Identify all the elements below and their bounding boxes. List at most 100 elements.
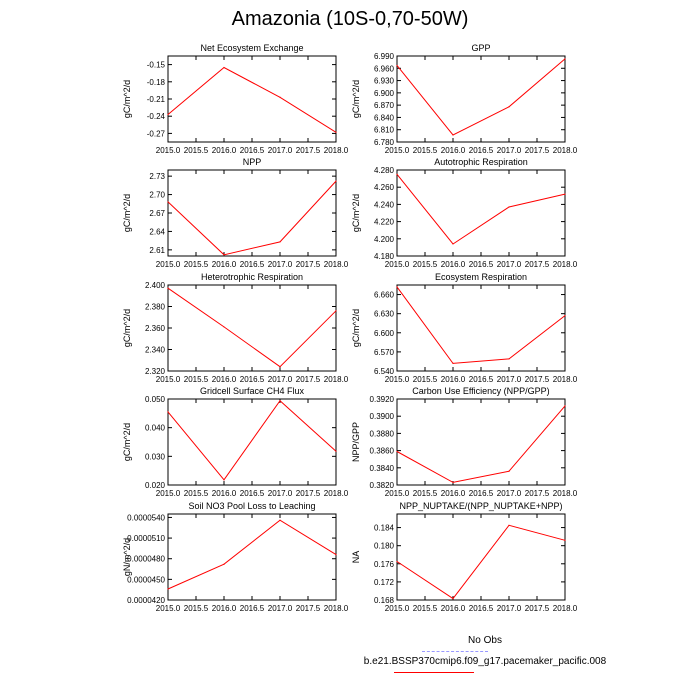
y-tick-label: 2.67 bbox=[149, 209, 165, 218]
x-tick-label: 2015.5 bbox=[184, 146, 209, 155]
y-tick-label: 4.180 bbox=[374, 252, 395, 261]
x-tick-label: 2017.5 bbox=[296, 375, 321, 384]
panel-title: Ecosystem Respiration bbox=[435, 272, 527, 282]
x-tick-label: 2018.0 bbox=[553, 260, 578, 269]
x-tick-label: 2015.0 bbox=[385, 260, 410, 269]
x-tick-label: 2015.0 bbox=[156, 604, 181, 613]
x-tick-label: 2018.0 bbox=[553, 375, 578, 384]
plot-frame bbox=[167, 284, 337, 372]
x-tick-label: 2015.5 bbox=[413, 146, 438, 155]
x-tick-label: 2017.5 bbox=[525, 604, 550, 613]
y-tick-label: 2.360 bbox=[145, 324, 166, 333]
data-point bbox=[564, 314, 566, 317]
y-tick-label: 0.0000420 bbox=[127, 596, 165, 605]
x-tick-label: 2015.5 bbox=[184, 260, 209, 269]
x-tick-label: 2018.0 bbox=[553, 489, 578, 498]
data-point bbox=[564, 58, 566, 60]
x-tick-label: 2016.5 bbox=[469, 260, 494, 269]
legend-line-run bbox=[394, 672, 474, 673]
y-tick-label: 0.0000450 bbox=[127, 575, 165, 584]
x-tick-label: 2017.5 bbox=[525, 260, 550, 269]
x-tick-label: 2015.0 bbox=[156, 375, 181, 384]
y-tick-label: 4.220 bbox=[374, 218, 395, 227]
x-tick-label: 2016.0 bbox=[212, 146, 237, 155]
x-tick-label: 2017.0 bbox=[268, 146, 293, 155]
y-axis-label: gC/m^2/d bbox=[122, 309, 132, 347]
figure-title: Amazonia (10S-0,70-50W) bbox=[231, 8, 469, 30]
y-tick-label: 6.540 bbox=[374, 367, 395, 376]
y-tick-label: 4.280 bbox=[374, 166, 395, 175]
x-tick-label: 2016.5 bbox=[240, 375, 265, 384]
data-point bbox=[452, 243, 454, 245]
y-tick-label: 6.840 bbox=[374, 113, 395, 122]
x-tick-label: 2016.0 bbox=[441, 260, 466, 269]
x-tick-label: 2016.0 bbox=[212, 260, 237, 269]
panel-title: Autotrophic Respiration bbox=[434, 157, 528, 167]
x-tick-label: 2017.0 bbox=[268, 489, 293, 498]
x-tick-label: 2017.5 bbox=[525, 489, 550, 498]
y-axis-label: gC/m^2/d bbox=[351, 194, 361, 232]
y-tick-label: 0.176 bbox=[374, 560, 395, 569]
legend-entry-no-obs: No Obs bbox=[300, 635, 670, 646]
x-tick-label: 2016.5 bbox=[469, 604, 494, 613]
x-tick-label: 2017.5 bbox=[525, 146, 550, 155]
x-tick-label: 2017.0 bbox=[497, 146, 522, 155]
x-tick-label: 2016.0 bbox=[212, 604, 237, 613]
x-tick-label: 2015.5 bbox=[184, 489, 209, 498]
y-tick-label: 6.870 bbox=[374, 101, 395, 110]
x-tick-label: 2018.0 bbox=[553, 604, 578, 613]
x-tick-label: 2018.0 bbox=[324, 489, 349, 498]
data-point bbox=[452, 481, 454, 484]
y-axis-label: NA bbox=[351, 551, 361, 564]
y-tick-label: 0.3840 bbox=[370, 464, 395, 473]
data-point bbox=[452, 134, 454, 136]
y-tick-label: 0.3900 bbox=[370, 412, 395, 421]
series-line bbox=[396, 524, 566, 600]
y-tick-label: 2.70 bbox=[149, 191, 165, 200]
x-tick-label: 2016.0 bbox=[212, 375, 237, 384]
x-tick-label: 2015.0 bbox=[156, 146, 181, 155]
x-tick-label: 2016.0 bbox=[441, 146, 466, 155]
x-tick-label: 2015.0 bbox=[385, 604, 410, 613]
data-point bbox=[167, 411, 169, 413]
panel-net-ecosystem-exchange: Net Ecosystem Exchange 2015.0 2015.5 2016.0… bbox=[122, 43, 349, 155]
x-tick-label: 2015.0 bbox=[385, 146, 410, 155]
x-tick-label: 2017.0 bbox=[268, 604, 293, 613]
plot-frame bbox=[396, 55, 566, 143]
series-line bbox=[167, 519, 337, 590]
panel-title: Carbon Use Efficiency (NPP/GPP) bbox=[412, 386, 549, 396]
series-line bbox=[396, 405, 566, 483]
x-tick-label: 2015.0 bbox=[385, 375, 410, 384]
data-point bbox=[167, 588, 169, 590]
panel-title: NPP_NUPTAKE/(NPP_NUPTAKE+NPP) bbox=[400, 501, 563, 511]
series-line bbox=[396, 173, 566, 245]
x-tick-label: 2018.0 bbox=[553, 146, 578, 155]
y-tick-label: 0.184 bbox=[374, 524, 395, 533]
y-axis-label: gC/m^2/d bbox=[122, 80, 132, 118]
y-tick-label: 0.3920 bbox=[370, 395, 395, 404]
plot-frame bbox=[167, 513, 337, 601]
x-tick-label: 2017.0 bbox=[268, 260, 293, 269]
x-tick-label: 2018.0 bbox=[324, 260, 349, 269]
data-point bbox=[396, 560, 398, 563]
panel-title: Heterotrophic Respiration bbox=[201, 272, 303, 282]
x-tick-label: 2015.5 bbox=[184, 375, 209, 384]
y-tick-label: 2.73 bbox=[149, 172, 165, 181]
data-point bbox=[396, 173, 398, 175]
data-point bbox=[508, 106, 510, 108]
data-point bbox=[335, 131, 337, 133]
y-tick-label: -0.24 bbox=[147, 112, 166, 121]
y-tick-label: 6.810 bbox=[374, 126, 395, 135]
plot-frame bbox=[396, 398, 566, 486]
data-point bbox=[335, 450, 337, 452]
y-tick-label: 6.570 bbox=[374, 348, 395, 357]
panel-title: NPP bbox=[243, 157, 262, 167]
x-tick-label: 2016.5 bbox=[469, 375, 494, 384]
y-tick-label: 2.320 bbox=[145, 367, 166, 376]
data-point bbox=[167, 201, 169, 203]
